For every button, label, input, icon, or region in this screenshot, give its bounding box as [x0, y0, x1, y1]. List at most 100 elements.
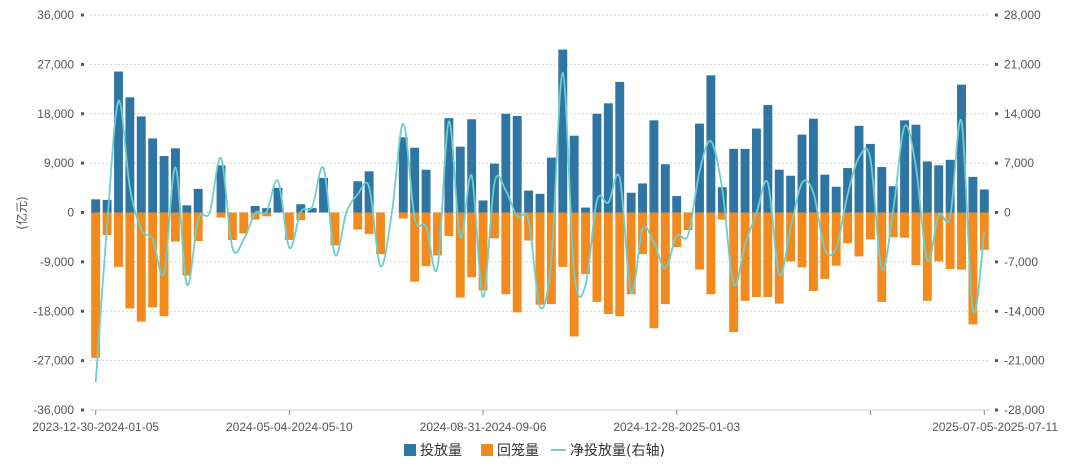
withdrawal-bar: [581, 212, 591, 274]
issuance-bar: [968, 176, 978, 213]
right-tick-mark: [995, 309, 998, 313]
withdrawal-bar: [786, 212, 796, 262]
issuance-bar: [444, 118, 454, 213]
issuance-bar: [945, 159, 955, 213]
withdrawal-bar: [136, 212, 146, 322]
withdrawal-bar: [376, 212, 385, 255]
withdrawal-bar: [478, 212, 488, 291]
withdrawal-bar: [524, 212, 534, 241]
withdrawal-bar: [763, 212, 773, 297]
right-tick-mark: [995, 62, 998, 66]
withdrawal-bar: [193, 212, 203, 242]
withdrawal-bar: [808, 212, 818, 291]
withdrawal-bar: [900, 212, 909, 238]
issuance-bar: [171, 148, 180, 213]
withdrawal-bar: [626, 212, 636, 295]
withdrawal-bar: [922, 212, 932, 301]
right-tick-mark: [995, 161, 998, 165]
left-tick-label: 9,000: [44, 156, 74, 170]
withdrawal-bar: [467, 212, 477, 278]
withdrawal-bar: [660, 212, 670, 305]
withdrawal-bar: [227, 212, 237, 240]
issuance-bar: [478, 200, 488, 213]
withdrawal-bar: [649, 212, 659, 329]
issuance-bar: [592, 113, 602, 213]
issuance-bar: [364, 171, 374, 213]
withdrawal-bar: [695, 212, 704, 270]
withdrawal-bar: [683, 212, 693, 231]
issuance-bar: [638, 183, 647, 213]
withdrawal-bar: [182, 212, 192, 276]
withdrawal-bar: [364, 212, 374, 234]
withdrawal-bar: [740, 212, 750, 301]
axis-layer: 36,000 28,000 27,000 21,000 18,000 14,000 9,00…: [32, 8, 1058, 434]
x-tick-label: 2024-08-31-2024-09-06: [420, 420, 547, 434]
left-tick-label: -9,000: [40, 255, 74, 269]
withdrawal-bar: [433, 212, 442, 256]
withdrawal-bar: [148, 212, 158, 308]
issuance-bar: [558, 49, 568, 213]
issuance-bar: [603, 103, 613, 213]
issuance-bar: [752, 128, 761, 213]
issuance-bar: [649, 120, 659, 213]
issuance-bar: [569, 135, 579, 213]
right-tick-mark: [995, 13, 998, 17]
left-tick-mark: [81, 211, 84, 214]
legend: 投放量 回笼量 净投放量(右轴): [404, 442, 665, 459]
right-tick-label: 14,000: [1004, 107, 1041, 121]
issuance-bar: [660, 164, 670, 213]
withdrawal-bar: [774, 212, 784, 304]
issuance-bar: [740, 148, 750, 213]
left-tick-label: 27,000: [37, 57, 74, 71]
issuance-bar: [182, 205, 192, 213]
issuance-bar: [808, 118, 818, 213]
issuance-bar: [524, 190, 534, 213]
withdrawal-bar: [831, 212, 841, 266]
issuance-bar: [729, 148, 739, 213]
issuance-bar: [91, 199, 101, 213]
right-tick-label: -21,000: [1004, 354, 1045, 368]
issuance-bar: [307, 208, 317, 213]
left-tick-label: 36,000: [37, 8, 74, 22]
left-tick-mark: [81, 112, 84, 116]
withdrawal-bar: [592, 212, 602, 302]
x-tick-label: 2025-07-05-2025-07-11: [932, 420, 1058, 434]
issuance-bar: [774, 169, 784, 213]
legend-swatch-withdrawal: [481, 444, 493, 456]
left-tick-mark: [81, 62, 84, 66]
withdrawal-bar: [239, 212, 249, 234]
issuance-bar: [296, 204, 306, 213]
issuance-bar: [398, 137, 408, 213]
withdrawal-bar: [843, 212, 853, 244]
withdrawal-bar: [330, 212, 340, 246]
left-tick-label: 18,000: [37, 107, 74, 121]
withdrawal-bar: [957, 212, 966, 270]
issuance-bar: [535, 193, 545, 213]
right-tick-mark: [995, 260, 998, 264]
withdrawal-bar: [410, 212, 420, 282]
withdrawal-bar: [353, 212, 363, 230]
withdrawal-bar: [250, 212, 260, 220]
withdrawal-bar: [262, 212, 272, 217]
issuance-bar: [615, 81, 625, 213]
bar-layer: [91, 49, 989, 358]
withdrawal-bar: [672, 212, 682, 248]
issuance-bar: [797, 134, 807, 213]
left-tick-label: -27,000: [33, 354, 74, 368]
withdrawal-bar: [603, 212, 613, 314]
withdrawal-bar: [421, 212, 431, 267]
issuance-bar: [273, 187, 283, 213]
left-tick-mark: [81, 359, 84, 363]
x-tick-label: 2024-05-04-2024-05-10: [226, 420, 353, 434]
net-issuance-line: [94, 71, 986, 383]
left-tick-label: -18,000: [33, 304, 74, 318]
withdrawal-bar: [216, 212, 226, 218]
issuance-bar: [148, 138, 158, 213]
issuance-bar: [717, 187, 727, 213]
issuance-bar: [888, 186, 898, 213]
right-tick-label: 0: [1004, 206, 1011, 220]
x-tick-label: 2023-12-30-2024-01-05: [32, 420, 159, 434]
issuance-bar: [957, 84, 966, 213]
right-tick-mark: [995, 408, 998, 412]
withdrawal-bar: [444, 212, 454, 237]
